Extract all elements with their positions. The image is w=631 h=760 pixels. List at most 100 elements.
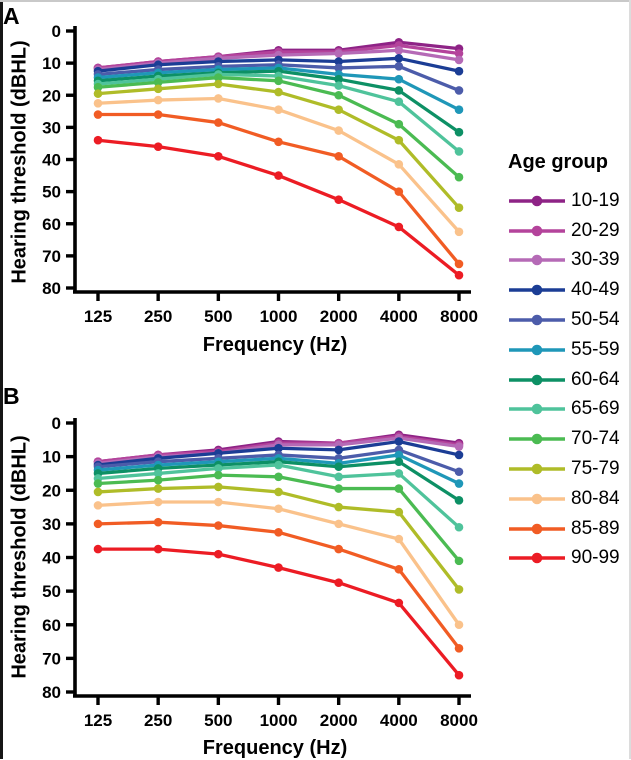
series-markers-70-74 — [93, 470, 464, 566]
data-point-icon — [93, 89, 103, 98]
data-point-icon — [394, 160, 404, 169]
data-point-icon — [334, 57, 343, 66]
data-point-icon — [93, 479, 103, 488]
data-point-icon — [334, 63, 343, 73]
x-tick-label: 250 — [144, 711, 172, 730]
data-point-icon — [394, 86, 404, 95]
data-point-icon — [153, 497, 163, 507]
legend-item-label: 75-79 — [571, 458, 620, 480]
data-point-icon — [394, 74, 404, 84]
data-point-icon — [214, 118, 223, 127]
legend-item-label: 20-29 — [571, 219, 620, 241]
y-tick-label: 50 — [42, 582, 61, 601]
data-point-icon — [394, 457, 404, 466]
data-point-icon — [454, 442, 464, 451]
data-point-icon — [394, 97, 404, 106]
panel-b-y-axis-title: Hearing threshold (dBHL) — [8, 435, 31, 679]
data-point-icon — [153, 110, 163, 119]
y-tick-label: 60 — [42, 616, 61, 635]
legend-line-marker-icon — [509, 344, 565, 356]
panel-b-plot: 0 10 20 30 40 50 60 70 80 125 250 500 1000 2000 4000 80… — [42, 414, 478, 730]
legend-item-60-64: 60-64 — [508, 365, 630, 395]
x-tick-label: 500 — [204, 711, 232, 730]
x-tick-label: 2000 — [320, 307, 358, 326]
data-point-icon — [454, 496, 464, 505]
legend-item-80-84: 80-84 — [508, 484, 630, 514]
data-point-icon — [454, 450, 464, 460]
data-point-icon — [153, 78, 163, 87]
data-point-icon — [334, 126, 343, 135]
legend-item-50-54: 50-54 — [508, 305, 630, 335]
series-markers-75-79 — [93, 482, 464, 594]
data-point-icon — [394, 437, 404, 446]
data-point-icon — [93, 487, 103, 497]
data-point-icon — [214, 79, 223, 89]
series-markers-80-84 — [93, 94, 464, 237]
data-point-icon — [153, 484, 163, 493]
data-point-icon — [454, 270, 464, 280]
data-point-icon — [454, 522, 464, 532]
data-point-icon — [274, 563, 283, 572]
data-point-icon — [274, 76, 283, 86]
data-point-icon — [454, 585, 464, 594]
data-point-icon — [454, 203, 464, 212]
data-point-icon — [334, 462, 343, 472]
data-point-icon — [334, 49, 343, 58]
data-point-icon — [153, 84, 163, 94]
legend-item-label: 80-84 — [571, 487, 620, 509]
y-tick-label: 70 — [42, 247, 61, 266]
data-point-icon — [153, 517, 163, 527]
y-tick-label: 40 — [42, 549, 61, 568]
data-point-icon — [153, 469, 163, 478]
data-point-icon — [454, 49, 464, 58]
data-point-icon — [454, 556, 464, 566]
data-point-icon — [394, 62, 404, 71]
data-point-icon — [394, 222, 404, 232]
data-point-icon — [153, 142, 163, 151]
series-line-80-84 — [96, 96, 461, 234]
series-markers-90-99 — [93, 544, 464, 680]
data-point-icon — [334, 105, 343, 115]
x-tick-label: 8000 — [440, 711, 478, 730]
legend-line-marker-icon — [509, 463, 565, 475]
data-point-icon — [93, 82, 103, 92]
data-point-icon — [214, 464, 223, 473]
x-tick-label: 1000 — [260, 711, 298, 730]
legend-line-marker-icon — [509, 225, 565, 236]
data-point-icon — [394, 135, 404, 145]
series-markers-80-84 — [93, 497, 464, 630]
legend-line-marker-icon — [509, 553, 565, 564]
legend-line-marker-icon — [509, 374, 565, 385]
legend-item-label: 85-89 — [571, 517, 620, 539]
legend-item-75-79: 75-79 — [508, 454, 630, 484]
data-point-icon — [153, 475, 163, 485]
panel-a-plot: 0 10 20 30 40 50 60 70 80 125 250 500 1000 2000 4000 80… — [42, 22, 478, 326]
x-tick-label: 8000 — [440, 307, 478, 326]
data-point-icon — [334, 484, 343, 493]
series-line-90-99 — [96, 138, 461, 277]
data-point-icon — [214, 470, 223, 480]
data-point-icon — [454, 227, 464, 237]
data-point-icon — [454, 620, 464, 630]
data-point-icon — [274, 171, 283, 180]
data-point-icon — [153, 95, 163, 105]
data-point-icon — [394, 187, 404, 196]
data-point-icon — [394, 54, 404, 63]
y-tick-label: 0 — [52, 414, 61, 433]
data-point-icon — [274, 137, 283, 147]
x-tick-label: 1000 — [260, 307, 298, 326]
panel-b-label: B — [3, 383, 20, 409]
legend-item-label: 70-74 — [571, 428, 620, 450]
y-tick-label: 0 — [52, 22, 61, 41]
y-tick-label: 10 — [42, 448, 61, 467]
data-point-icon — [334, 544, 343, 554]
data-point-icon — [454, 127, 464, 137]
data-point-icon — [454, 66, 464, 76]
legend-line-marker-icon — [509, 284, 565, 296]
series-line-85-89 — [96, 112, 461, 266]
data-point-icon — [274, 87, 283, 97]
legend-line-marker-icon — [509, 493, 565, 505]
panel-a-label: A — [3, 3, 20, 29]
